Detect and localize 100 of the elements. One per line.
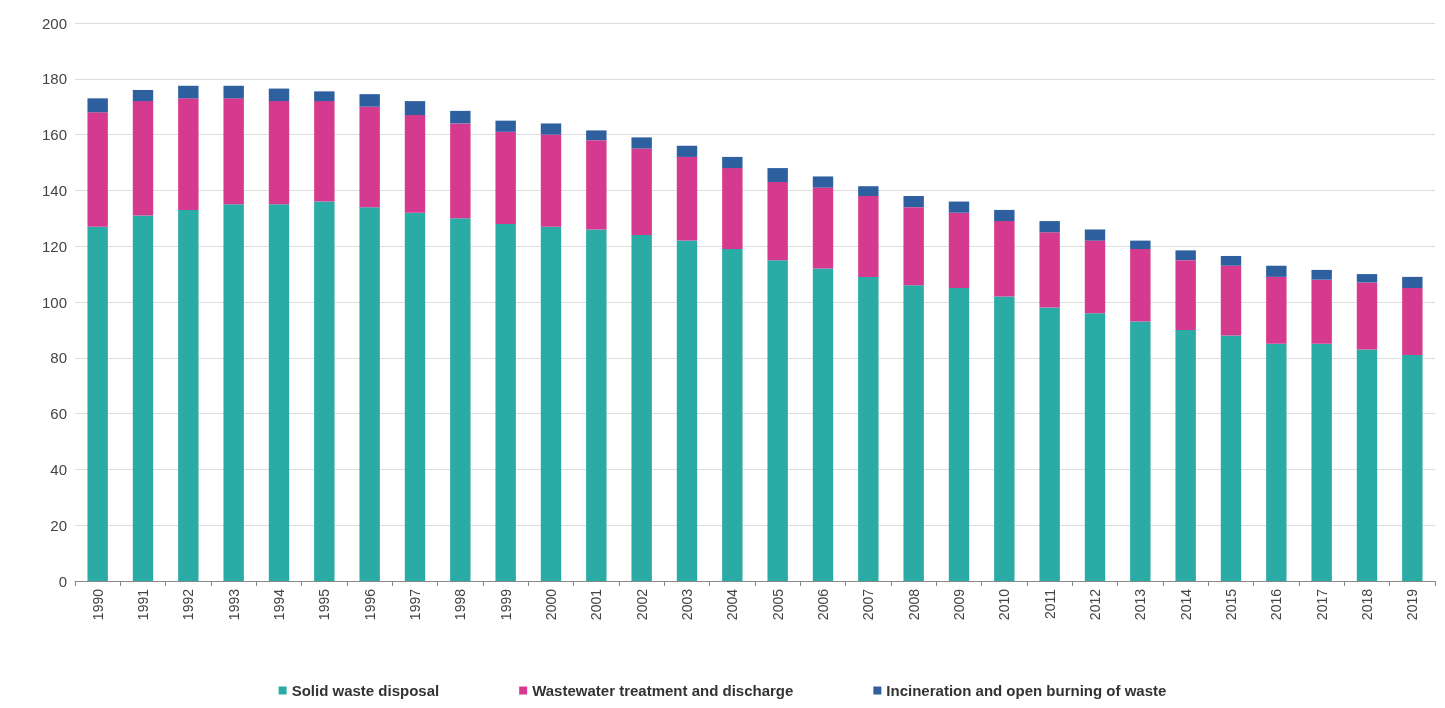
- bar: [812, 268, 834, 581]
- x-tick-label: 1994: [271, 588, 287, 621]
- bar: [1311, 279, 1332, 344]
- bar: [404, 212, 426, 581]
- bar: [178, 85, 199, 99]
- bar: [540, 123, 562, 135]
- bar: [1402, 288, 1423, 356]
- bar: [1175, 260, 1196, 330]
- bar: [314, 201, 335, 581]
- bar: [994, 209, 1015, 222]
- bar: [631, 148, 652, 236]
- bar: [359, 94, 380, 107]
- bar: [1130, 240, 1151, 249]
- y-tick-label: 120: [41, 237, 67, 255]
- bar: [676, 145, 698, 157]
- x-tick-label: 2017: [1313, 588, 1330, 621]
- x-tick-label: 2007: [860, 588, 877, 621]
- bar: [1311, 343, 1332, 581]
- x-tick-label: 2011: [1041, 588, 1058, 620]
- bar: [812, 176, 834, 188]
- bar: [1311, 269, 1332, 280]
- y-tick-label: 0: [58, 572, 67, 590]
- y-tick-label: 160: [41, 126, 67, 144]
- x-tick-label: 2016: [1268, 588, 1285, 621]
- x-tick-label: 1993: [225, 588, 242, 621]
- bar: [994, 221, 1015, 297]
- bar: [722, 156, 743, 169]
- bar: [1175, 250, 1196, 261]
- x-tick-label: 1997: [407, 588, 423, 621]
- bar: [495, 223, 516, 581]
- bar: [178, 98, 199, 210]
- x-tick-label: 2005: [769, 588, 786, 621]
- bar: [223, 85, 244, 99]
- y-tick-label: 40: [50, 460, 67, 478]
- bar: [631, 235, 652, 581]
- bar: [903, 207, 924, 286]
- y-tick-label: 100: [41, 293, 67, 311]
- bar: [586, 140, 607, 230]
- bar: [1402, 355, 1423, 581]
- x-tick-label: 2009: [951, 588, 967, 621]
- x-tick-label: 1992: [180, 588, 197, 621]
- bar: [948, 212, 970, 289]
- x-tick-label: 2019: [1404, 588, 1421, 621]
- bar: [1356, 274, 1378, 283]
- bar: [948, 288, 970, 581]
- bar: [223, 98, 244, 205]
- x-tick-label: 2003: [679, 588, 695, 621]
- bar: [1220, 265, 1242, 336]
- bar: [948, 201, 970, 213]
- bar: [87, 226, 108, 581]
- y-tick-label: 80: [50, 349, 67, 367]
- bar: [1356, 349, 1378, 581]
- bar: [132, 215, 154, 581]
- x-tick-label: 1991: [135, 588, 151, 621]
- x-tick-label: 2001: [588, 588, 605, 621]
- x-tick-label: 2014: [1177, 588, 1194, 621]
- bar: [767, 260, 788, 581]
- bar: [1356, 282, 1378, 350]
- bar: [450, 218, 471, 581]
- bar: [722, 248, 743, 581]
- bar: [1402, 276, 1423, 289]
- x-tick-label: 1999: [497, 588, 514, 621]
- bar: [903, 195, 924, 208]
- legend-label: Solid waste disposal: [291, 682, 440, 699]
- bar: [1084, 240, 1106, 314]
- bar: [631, 137, 652, 149]
- x-tick-label: 2015: [1223, 588, 1239, 621]
- bar: [1266, 276, 1287, 344]
- bar: [359, 207, 380, 581]
- bar: [132, 89, 154, 102]
- bar: [223, 204, 244, 581]
- bar: [495, 120, 516, 132]
- x-tick-label: 2004: [724, 588, 741, 621]
- bar: [676, 240, 698, 581]
- bar: [1220, 255, 1242, 266]
- bar: [314, 101, 335, 202]
- y-tick-label: 20: [50, 516, 67, 534]
- x-tick-label: 2010: [996, 588, 1013, 621]
- bar: [1039, 221, 1060, 233]
- bar: [812, 187, 834, 269]
- bar: [314, 91, 335, 102]
- x-tick-label: 1996: [361, 588, 378, 621]
- y-tick-label: 180: [41, 70, 67, 88]
- bar: [268, 204, 290, 581]
- x-tick-label: 2012: [1087, 588, 1103, 621]
- bar: [404, 101, 426, 116]
- bar: [1084, 313, 1106, 581]
- bar: [540, 226, 562, 581]
- bar: [767, 182, 788, 261]
- bar: [404, 115, 426, 213]
- bar: [495, 131, 516, 224]
- bar: [858, 195, 879, 277]
- x-tick-label: 2018: [1359, 588, 1375, 621]
- x-tick-label: 1990: [89, 588, 106, 621]
- x-tick-label: 1995: [316, 588, 333, 621]
- bar: [586, 229, 607, 581]
- bar: [858, 186, 879, 196]
- y-tick-label: 140: [41, 181, 67, 199]
- y-tick-label: 200: [41, 14, 67, 32]
- bar: [268, 88, 290, 102]
